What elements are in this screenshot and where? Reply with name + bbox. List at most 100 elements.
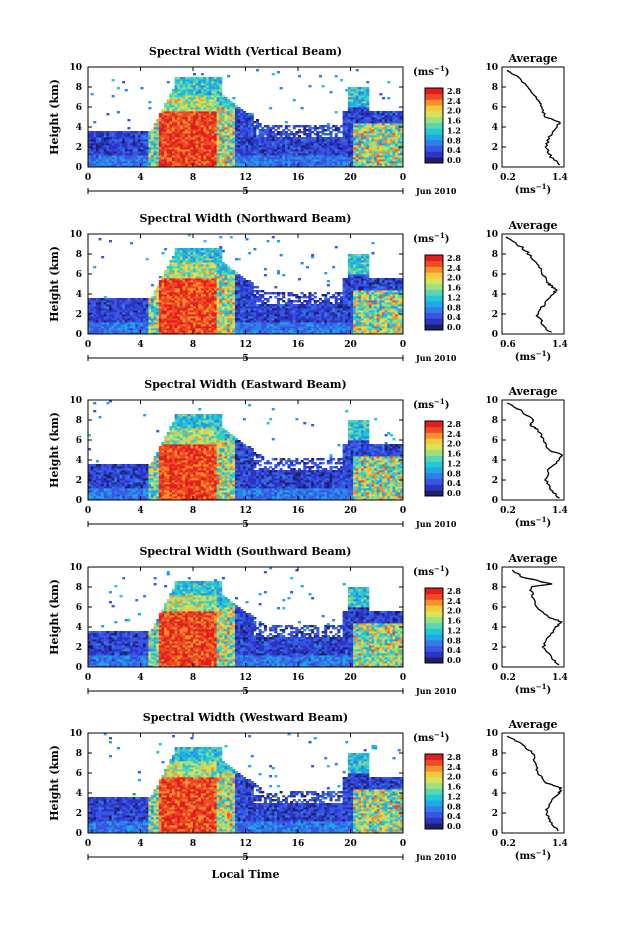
heatmap-cell bbox=[161, 129, 165, 132]
heatmap-cell bbox=[90, 93, 94, 96]
heatmap-cell bbox=[106, 149, 110, 152]
heatmap-cell bbox=[303, 125, 307, 128]
heatmap-cell bbox=[106, 137, 110, 140]
heatmap-cell bbox=[190, 248, 194, 251]
heatmap-cell bbox=[253, 139, 257, 142]
heatmap-cell bbox=[179, 109, 183, 112]
heatmap-cell bbox=[148, 151, 152, 154]
heatmap-cell bbox=[119, 165, 123, 168]
heatmap-cell bbox=[101, 141, 105, 144]
heatmap-cell bbox=[214, 77, 218, 80]
heatmap-cell bbox=[145, 133, 149, 136]
heatmap-cell bbox=[261, 159, 265, 162]
heatmap-cell bbox=[248, 115, 252, 118]
heatmap-cell bbox=[235, 145, 239, 148]
heatmap-cell bbox=[287, 125, 291, 128]
heatmap-cell bbox=[161, 252, 165, 255]
heatmap-cell bbox=[203, 91, 207, 94]
heatmap-cell bbox=[98, 131, 102, 134]
heatmap-cell bbox=[258, 123, 262, 126]
heatmap-cell bbox=[277, 137, 281, 140]
heatmap-cell bbox=[193, 93, 197, 96]
heatmap-cell bbox=[95, 147, 99, 150]
heatmap-cell bbox=[187, 157, 191, 160]
heatmap-cell bbox=[106, 151, 110, 154]
heatmap-cell bbox=[187, 97, 191, 100]
heatmap-cell bbox=[203, 89, 207, 92]
heatmap-cell bbox=[109, 141, 113, 144]
heatmap-cell bbox=[345, 111, 349, 114]
heatmap-cell bbox=[187, 123, 191, 126]
heatmap-cell bbox=[190, 89, 194, 92]
heatmap-cell bbox=[258, 141, 262, 144]
heatmap-cell bbox=[114, 153, 118, 156]
heatmap-cell bbox=[166, 139, 170, 142]
heatmap-cell bbox=[208, 145, 212, 148]
heatmap-cell bbox=[177, 165, 181, 168]
heatmap-cell bbox=[198, 91, 202, 94]
heatmap-cell bbox=[300, 131, 304, 134]
heatmap-cell bbox=[179, 91, 183, 94]
heatmap-cell bbox=[156, 147, 160, 150]
heatmap-cell bbox=[172, 105, 176, 108]
heatmap-cell bbox=[172, 89, 176, 92]
heatmap-cell bbox=[198, 107, 202, 110]
heatmap-cell bbox=[221, 99, 225, 102]
heatmap-cell bbox=[122, 151, 126, 154]
heatmap-cell bbox=[216, 117, 220, 120]
heatmap-cell bbox=[95, 298, 99, 301]
heatmap-cell bbox=[145, 155, 149, 158]
heatmap-cell bbox=[206, 99, 210, 102]
heatmap-cell bbox=[177, 79, 181, 82]
heatmap-cell bbox=[182, 135, 186, 138]
heatmap-cell bbox=[221, 113, 225, 116]
heatmap-cell bbox=[195, 129, 199, 132]
heatmap-cell bbox=[179, 159, 183, 162]
heatmap-cell bbox=[240, 139, 244, 142]
heatmap-cell bbox=[145, 159, 149, 162]
heatmap-cell bbox=[237, 131, 241, 134]
heatmap-cell bbox=[219, 89, 223, 92]
heatmap-cell bbox=[216, 103, 220, 106]
heatmap-cell bbox=[219, 99, 223, 102]
heatmap-cell bbox=[182, 131, 186, 134]
heatmap-cell bbox=[172, 115, 176, 118]
heatmap-cell bbox=[229, 159, 233, 162]
heatmap-cell bbox=[216, 141, 220, 144]
heatmap-cell bbox=[114, 131, 118, 134]
heatmap-cell bbox=[119, 298, 123, 301]
heatmap-cell bbox=[151, 135, 155, 138]
heatmap-cell bbox=[319, 125, 323, 128]
heatmap-cell bbox=[248, 131, 252, 134]
heatmap-cell bbox=[229, 145, 233, 148]
heatmap-cell bbox=[124, 165, 128, 168]
heatmap-cell bbox=[174, 151, 178, 154]
heatmap-cell bbox=[140, 141, 144, 144]
heatmap-cell bbox=[169, 101, 173, 104]
heatmap-cell bbox=[185, 93, 189, 96]
heatmap-cell bbox=[158, 161, 162, 164]
heatmap-cell bbox=[250, 137, 254, 140]
heatmap-cell bbox=[109, 163, 113, 166]
heatmap-cell bbox=[185, 161, 189, 164]
heatmap-cell bbox=[206, 131, 210, 134]
heatmap-cell bbox=[153, 149, 157, 152]
heatmap-cell bbox=[145, 151, 149, 154]
heatmap-cell bbox=[235, 165, 239, 168]
day-label: 5 bbox=[242, 187, 248, 197]
panel-1: Spectral Width (Northward Beam)0246810He… bbox=[48, 212, 568, 364]
heatmap-cell bbox=[187, 133, 191, 136]
heatmap-cell bbox=[211, 143, 215, 146]
heatmap-cell bbox=[185, 159, 189, 162]
heatmap-cell bbox=[258, 149, 262, 152]
heatmap-cell bbox=[319, 131, 323, 134]
heatmap-cell bbox=[90, 137, 94, 140]
heatmap-cell bbox=[206, 161, 210, 164]
heatmap-cell bbox=[203, 93, 207, 96]
heatmap-cell bbox=[130, 151, 134, 154]
heatmap-cell bbox=[132, 151, 136, 154]
heatmap-cell bbox=[185, 165, 189, 168]
heatmap-cell bbox=[221, 137, 225, 140]
heatmap-cell bbox=[208, 127, 212, 130]
heatmap-cell bbox=[195, 119, 199, 122]
